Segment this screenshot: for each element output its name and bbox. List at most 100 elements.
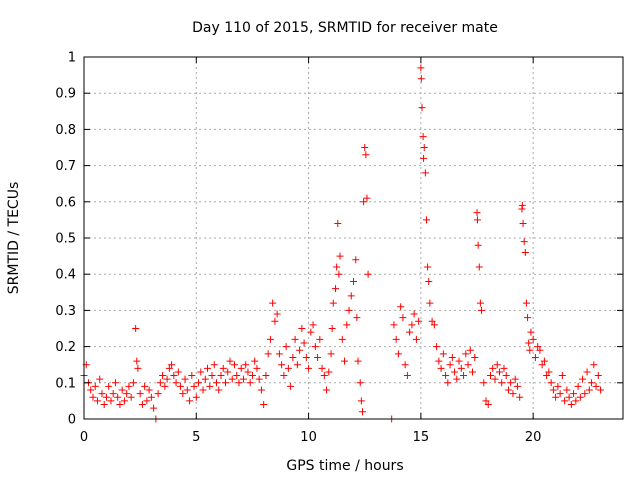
data-point: [572, 397, 580, 405]
data-point: [419, 133, 427, 141]
data-point: [495, 368, 503, 376]
x-tick-label: 10: [300, 430, 317, 445]
data-point: [329, 299, 337, 307]
data-point: [518, 201, 526, 209]
data-point: [475, 263, 483, 271]
data-point: [567, 401, 575, 409]
data-point: [504, 386, 512, 394]
data-point: [129, 379, 137, 387]
data-point: [127, 393, 135, 401]
y-ticks: 0 0.1 0.2 0.3 0.4 0.5 0.6 0.7 0.8 0.9 1: [55, 51, 623, 428]
chart-title: Day 110 of 2015, SRMTID for receiver mat…: [192, 20, 498, 36]
data-point: [502, 372, 510, 380]
data-point: [498, 379, 506, 387]
data-point: [269, 299, 277, 307]
data-point: [172, 379, 180, 387]
data-point: [489, 364, 497, 372]
grid: [84, 57, 623, 419]
data-point: [264, 350, 272, 358]
data-point: [248, 372, 256, 380]
data-point: [362, 151, 370, 159]
data-point: [273, 310, 281, 318]
data-point: [597, 386, 605, 394]
data-point: [543, 372, 551, 380]
data-point: [399, 314, 407, 322]
data-point: [284, 364, 292, 372]
data-point: [150, 404, 158, 412]
data-point: [437, 364, 445, 372]
data-point: [96, 375, 104, 383]
data-point: [397, 303, 405, 311]
data-point: [394, 350, 402, 358]
data-point: [420, 144, 428, 151]
data-point: [302, 353, 310, 361]
data-point: [534, 343, 542, 351]
data-point: [291, 335, 299, 343]
data-point: [93, 397, 101, 405]
data-point: [511, 375, 519, 383]
data-point: [100, 401, 108, 409]
data-point: [500, 364, 508, 372]
data-point: [251, 357, 259, 365]
data-point: [545, 368, 553, 376]
data-point: [233, 372, 241, 380]
data-point: [439, 350, 447, 358]
data-point: [403, 372, 411, 380]
data-point: [300, 339, 308, 347]
data-point: [520, 238, 528, 246]
data-point: [415, 317, 423, 325]
data-point: [165, 364, 173, 372]
data-point: [507, 379, 515, 387]
data-point: [358, 408, 366, 416]
data-point: [320, 372, 328, 380]
data-point: [442, 372, 450, 380]
y-tick-label: 0.6: [55, 195, 76, 210]
data-point: [181, 375, 189, 383]
data-point: [123, 390, 131, 398]
data-point: [89, 393, 97, 401]
data-point: [428, 317, 436, 325]
data-point: [491, 375, 499, 383]
data-point: [262, 372, 270, 380]
data-point: [446, 361, 454, 369]
data-point: [159, 372, 167, 380]
data-points: [80, 64, 605, 423]
data-point: [418, 104, 426, 112]
data-point: [107, 397, 115, 405]
data-point: [179, 390, 187, 398]
data-point: [177, 382, 185, 390]
data-point: [576, 393, 584, 401]
data-point: [102, 393, 110, 401]
data-point: [343, 321, 351, 329]
data-point: [219, 364, 227, 372]
data-point: [282, 343, 290, 351]
data-point: [476, 299, 484, 307]
data-point: [271, 317, 279, 325]
data-point: [325, 368, 333, 376]
data-point: [478, 306, 486, 314]
data-point: [118, 386, 126, 394]
data-point: [364, 270, 372, 278]
data-point: [480, 379, 488, 387]
data-point: [161, 382, 169, 390]
data-point: [120, 397, 128, 405]
data-point: [444, 379, 452, 387]
y-tick-label: 0.5: [55, 232, 76, 247]
data-point: [333, 263, 341, 271]
data-point: [588, 379, 596, 387]
data-point: [336, 252, 344, 260]
data-point: [168, 361, 176, 369]
data-point: [275, 350, 283, 358]
data-point: [549, 386, 557, 394]
data-point: [594, 372, 602, 380]
data-point: [154, 390, 162, 398]
data-point: [298, 325, 306, 332]
data-point: [527, 328, 535, 336]
data-point: [536, 346, 544, 354]
data-point: [221, 379, 229, 387]
data-point: [278, 361, 286, 369]
data-point: [210, 361, 218, 369]
data-point: [163, 375, 171, 383]
